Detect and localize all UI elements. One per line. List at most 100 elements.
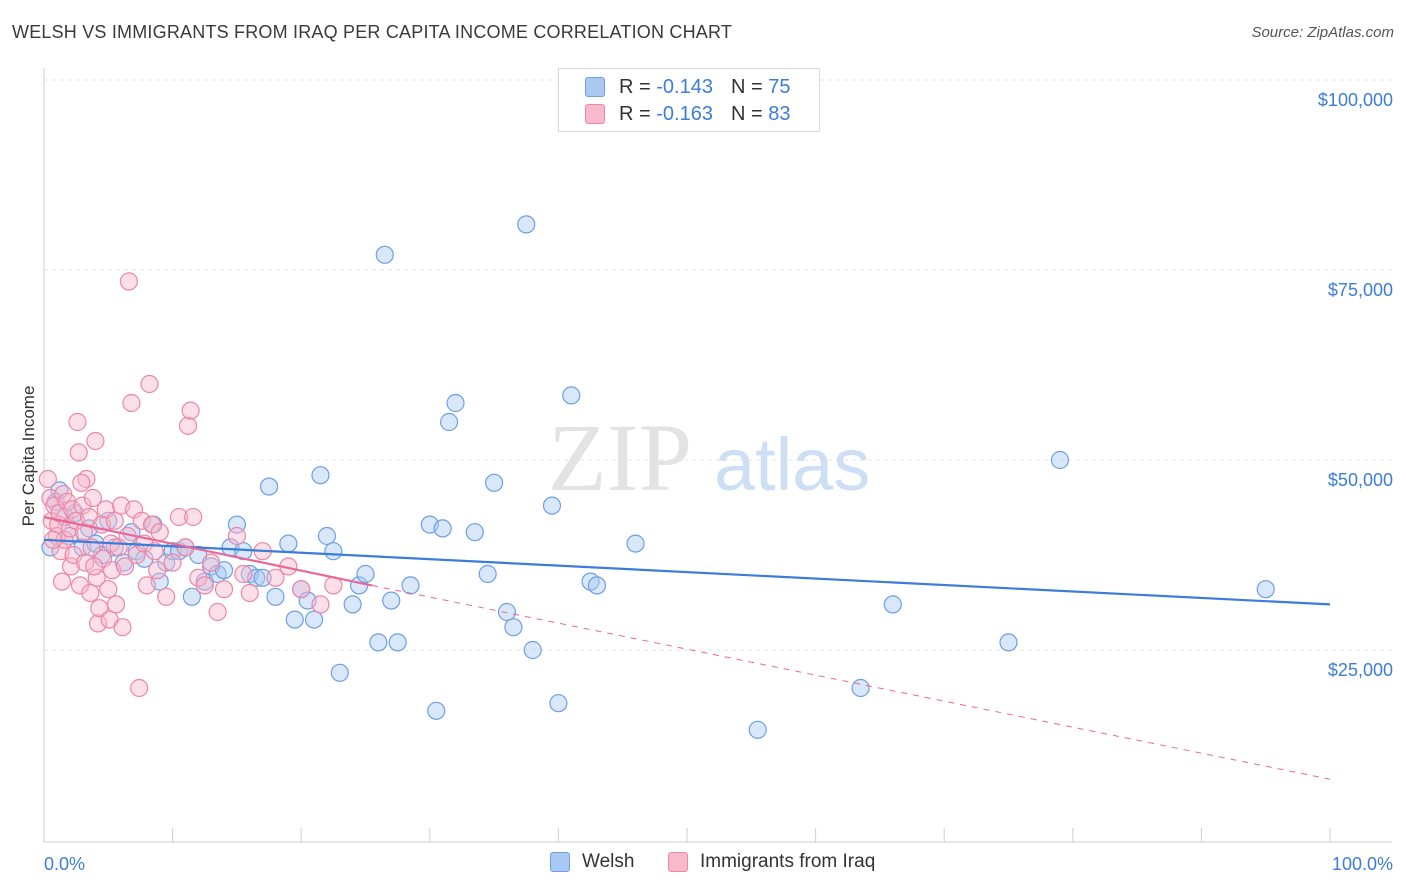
point-welsh-36 — [279, 534, 298, 553]
point-iraq-82 — [85, 557, 104, 576]
point-welsh-60 — [485, 473, 504, 492]
series-legend: Welsh Immigrants from Iraq — [0, 851, 1406, 877]
point-iraq-79 — [52, 572, 72, 591]
watermark-atlas: atlas — [714, 423, 870, 506]
y-tick-labels: $25,000 $50,000 $75,000 $100,000 — [1318, 90, 1393, 680]
trend-line-iraq-extension — [371, 584, 1331, 780]
y-tick-label-2: $75,000 — [1328, 280, 1393, 300]
point-welsh-75 — [1050, 450, 1070, 470]
point-iraq-71 — [234, 564, 253, 584]
point-iraq-68 — [208, 602, 227, 622]
point-welsh-62 — [504, 618, 523, 637]
point-iraq-39 — [106, 595, 126, 614]
point-iraq-67 — [202, 553, 221, 572]
point-iraq-12 — [61, 557, 81, 576]
point-welsh-54 — [427, 701, 446, 720]
point-welsh-73 — [883, 595, 902, 614]
legend-n-label: N = — [730, 102, 763, 125]
point-iraq-45 — [119, 272, 138, 291]
legend-swatch-iraq — [585, 104, 605, 124]
point-welsh-34 — [259, 477, 279, 496]
point-welsh-37 — [285, 610, 304, 629]
y-tick-label-3: $100,000 — [1318, 90, 1393, 110]
series-welsh-points — [41, 215, 1275, 739]
point-iraq-0 — [38, 469, 57, 489]
point-iraq-57 — [150, 523, 169, 542]
point-iraq-17 — [69, 443, 88, 462]
series-iraq-points — [38, 272, 343, 698]
point-iraq-29 — [88, 614, 108, 633]
point-welsh-59 — [478, 564, 497, 584]
legend-r-value-welsh: -0.143 — [656, 75, 713, 98]
point-welsh-47 — [356, 564, 375, 584]
trend-line-iraq — [43, 515, 373, 587]
point-iraq-69 — [214, 580, 234, 599]
point-welsh-74 — [999, 633, 1018, 652]
point-iraq-21 — [76, 553, 95, 572]
point-iraq-16 — [68, 412, 87, 432]
legend-swatch-welsh — [585, 77, 605, 97]
point-welsh-66 — [549, 694, 568, 713]
legend-n-value-iraq: 83 — [768, 102, 791, 125]
point-iraq-56 — [148, 561, 167, 580]
point-iraq-27 — [86, 431, 105, 451]
point-iraq-60 — [169, 507, 189, 527]
point-welsh-14 — [127, 542, 146, 561]
point-welsh-40 — [304, 610, 324, 629]
series-legend-swatch-iraq — [668, 852, 688, 872]
point-welsh-52 — [375, 245, 394, 264]
legend-row-iraq: R = -0.163 N = 83 — [585, 102, 790, 126]
point-welsh-51 — [401, 576, 420, 595]
point-welsh-42 — [317, 526, 337, 546]
point-welsh-76 — [1256, 580, 1275, 599]
y-axis-title: Per Capita Income — [19, 386, 38, 527]
point-iraq-26 — [83, 488, 102, 508]
point-iraq-50 — [132, 511, 151, 530]
point-iraq-54 — [142, 515, 162, 534]
point-iraq-74 — [266, 568, 285, 587]
point-iraq-64 — [184, 507, 203, 527]
series-legend-welsh[interactable]: Welsh — [550, 851, 634, 873]
point-welsh-49 — [382, 591, 401, 610]
point-iraq-59 — [163, 553, 182, 572]
point-iraq-34 — [99, 580, 118, 599]
y-tick-label-0: $25,000 — [1328, 660, 1393, 680]
point-iraq-65 — [189, 568, 208, 587]
point-iraq-24 — [81, 583, 100, 603]
point-iraq-13 — [63, 500, 82, 519]
point-iraq-19 — [73, 496, 92, 515]
series-legend-swatch-welsh — [550, 852, 570, 872]
point-welsh-50 — [388, 633, 407, 652]
point-iraq-49 — [130, 678, 149, 698]
point-welsh-61 — [497, 602, 517, 622]
point-welsh-56 — [439, 412, 459, 432]
correlation-legend: R = -0.143 N = 75 R = -0.163 N = 83 — [558, 68, 820, 132]
legend-n-label: N = — [730, 75, 763, 98]
point-welsh-45 — [343, 595, 362, 614]
point-welsh-72 — [851, 678, 870, 698]
point-welsh-41 — [311, 466, 330, 485]
point-welsh-65 — [542, 496, 562, 515]
point-welsh-22 — [182, 587, 201, 606]
point-welsh-69 — [587, 576, 607, 595]
watermark: ZIP atlas — [548, 404, 870, 511]
point-iraq-53 — [140, 374, 159, 394]
series-legend-label-iraq: Immigrants from Iraq — [700, 851, 876, 872]
point-iraq-28 — [87, 568, 106, 587]
point-welsh-64 — [523, 640, 542, 660]
axes — [43, 68, 1392, 843]
point-iraq-52 — [137, 576, 156, 595]
series-legend-iraq[interactable]: Immigrants from Iraq — [668, 851, 875, 873]
point-iraq-55 — [145, 542, 164, 561]
point-iraq-43 — [115, 557, 135, 576]
point-welsh-63 — [517, 215, 536, 234]
point-welsh-44 — [330, 663, 349, 682]
point-welsh-67 — [562, 386, 581, 405]
watermark-zip: ZIP — [548, 404, 692, 511]
x-tick-label-min: 0.0% — [44, 854, 85, 874]
point-iraq-38 — [105, 511, 124, 530]
series-legend-label-welsh: Welsh — [582, 851, 635, 872]
y-tick-label-1: $50,000 — [1328, 470, 1393, 490]
point-welsh-35 — [266, 587, 285, 606]
